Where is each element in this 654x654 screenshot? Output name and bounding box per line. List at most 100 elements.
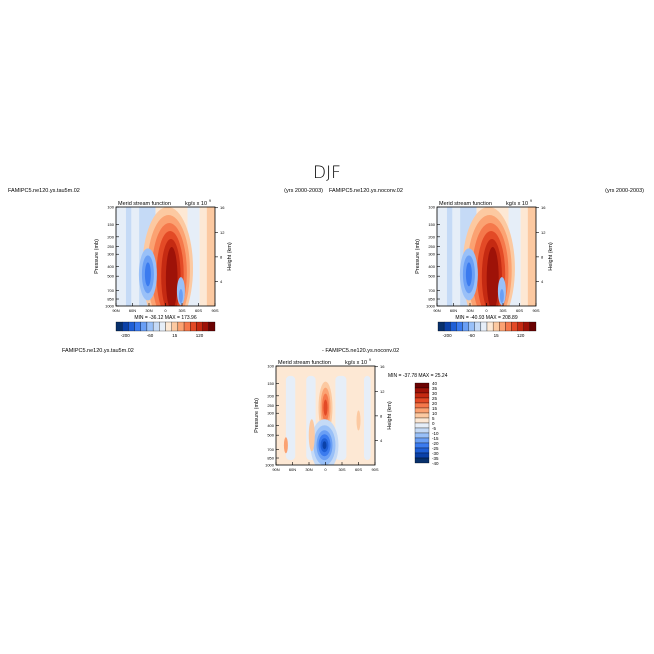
y-axis-right-label: Height (km) xyxy=(227,242,233,271)
contour-negative xyxy=(465,262,472,287)
y-tick-label: 100 xyxy=(107,205,114,210)
contour-negative xyxy=(322,441,327,450)
units-exponent: 9 xyxy=(530,199,532,203)
colorbar-label: -60 xyxy=(147,333,154,338)
band xyxy=(520,207,528,306)
colorbar-label: 20 xyxy=(432,401,438,406)
panel-title: Merid stream function xyxy=(278,360,331,366)
colorbar-label: 15 xyxy=(494,333,500,338)
colorbar-label: -25 xyxy=(432,446,439,451)
y-tick-label: 1000 xyxy=(105,304,115,309)
case-label: FAMIPC5.ne120.ys.tau5m.02 xyxy=(8,188,80,194)
colorbar-swatch xyxy=(414,407,430,414)
y-tick-label: 500 xyxy=(107,274,114,279)
right-tick-label: 16 xyxy=(380,364,385,369)
colorbar-swatch xyxy=(146,321,154,332)
years-label: (yrs 2000-2003) xyxy=(605,188,644,194)
y-tick-label: 150 xyxy=(267,381,274,386)
min-max-label: MIN = -37.78 MAX = 25.24 xyxy=(388,373,448,379)
units-label: kg/s x 10 xyxy=(345,360,367,366)
colorbar-label: 0 xyxy=(432,421,435,426)
right-tick-label: 12 xyxy=(220,230,225,235)
colorbar-label: 10 xyxy=(432,411,438,416)
y-tick-label: 100 xyxy=(267,364,274,369)
colorbar-label: -30 xyxy=(432,451,439,456)
colorbar-swatch xyxy=(128,321,135,332)
panel-p3: 90N 60N 30N 0 30S 60S 90S100150200250300400500… xyxy=(62,348,448,472)
panel-title: Merid stream function xyxy=(118,201,171,207)
y-tick-label: 400 xyxy=(107,264,114,269)
panel-title: Merid stream function xyxy=(439,201,492,207)
contour-negative xyxy=(178,289,183,304)
colorbar-swatch xyxy=(414,417,430,424)
diff-label: - FAMIPC5.ne120.ys.noconv.02 xyxy=(322,348,399,354)
y-tick-label: 300 xyxy=(267,411,274,416)
colorbar-swatch xyxy=(159,321,166,332)
colorbar-label: 40 xyxy=(432,381,438,386)
x-tick-label: 0 xyxy=(324,467,327,472)
right-tick-label: 16 xyxy=(541,205,546,210)
colorbar-label: 120 xyxy=(517,333,525,338)
colorbar-label: -40 xyxy=(432,461,439,466)
colorbar-swatch xyxy=(486,321,494,332)
colorbar-swatch xyxy=(202,321,209,332)
colorbar-swatch xyxy=(450,321,457,332)
colorbar-swatch xyxy=(474,321,482,332)
y-tick-label: 250 xyxy=(428,244,435,249)
y-tick-label: 850 xyxy=(428,297,435,302)
y-axis-right-label: Height (km) xyxy=(548,242,554,271)
colorbar-label: 15 xyxy=(172,333,178,338)
x-tick-label: 60N xyxy=(289,467,296,472)
case-label: FAMIPC5.ne120.ys.noconv.02 xyxy=(329,188,403,194)
contour-field xyxy=(437,207,536,306)
right-tick-label: 4 xyxy=(541,279,544,284)
colorbar-swatch xyxy=(208,321,216,332)
colorbar-swatch xyxy=(414,442,430,449)
band xyxy=(446,207,453,306)
colorbar-swatch xyxy=(414,397,430,404)
years-label: (yrs 2000-2003) xyxy=(284,188,323,194)
x-tick-label: 60S xyxy=(195,308,202,313)
colorbar-label: 25 xyxy=(432,396,438,401)
x-tick-label: 60S xyxy=(516,308,523,313)
colorbar-label: -10 xyxy=(432,431,439,436)
colorbar-swatch xyxy=(414,392,430,399)
colorbar-label: 35 xyxy=(432,386,438,391)
colorbar-swatch xyxy=(414,422,430,429)
min-max-label: MIN = -40.93 MAX = 208.89 xyxy=(455,315,517,321)
colorbar-swatch xyxy=(437,321,445,332)
panel-p1: 90N 60N 30N 0 30S 60S 90S 100 150 200 250 300 400 500… xyxy=(8,188,323,338)
contour-positive xyxy=(308,419,315,452)
colorbar-label: 30 xyxy=(432,391,438,396)
y-tick-label: 100 xyxy=(428,205,435,210)
x-tick-label: 30N xyxy=(145,308,152,313)
colorbar-swatch xyxy=(480,321,488,332)
colorbar-label: -200 xyxy=(443,333,453,338)
figure-title: DJF xyxy=(313,163,341,183)
contour-positive xyxy=(486,247,499,306)
units-exponent: 9 xyxy=(369,358,371,362)
colorbar-label: -35 xyxy=(432,456,439,461)
right-tick-label: 16 xyxy=(220,205,225,210)
band xyxy=(452,207,461,306)
band xyxy=(199,207,207,306)
y-tick-label: 200 xyxy=(107,234,114,239)
colorbar-swatch xyxy=(517,321,524,332)
x-tick-label: 60N xyxy=(129,308,136,313)
colorbar-swatch xyxy=(414,432,430,439)
right-tick-label: 8 xyxy=(380,413,383,418)
colorbar-label: -60 xyxy=(468,333,475,338)
min-max-label: MIN = -36.12 MAX = 173.96 xyxy=(134,315,196,321)
y-axis-label: Pressure (mb) xyxy=(415,239,421,274)
units-label: kg/s x 10 xyxy=(185,201,207,207)
colorbar-swatch xyxy=(414,427,430,434)
y-tick-label: 400 xyxy=(267,423,274,428)
y-tick-label: 1000 xyxy=(265,463,275,468)
units-label: kg/s x 10 xyxy=(506,201,528,207)
y-tick-label: 500 xyxy=(428,274,435,279)
colorbar-label: -15 xyxy=(432,436,439,441)
colorbar-swatch xyxy=(443,321,451,332)
colorbar-swatch xyxy=(134,321,141,332)
colorbar-label: 120 xyxy=(196,333,204,338)
right-tick-label: 4 xyxy=(380,438,383,443)
